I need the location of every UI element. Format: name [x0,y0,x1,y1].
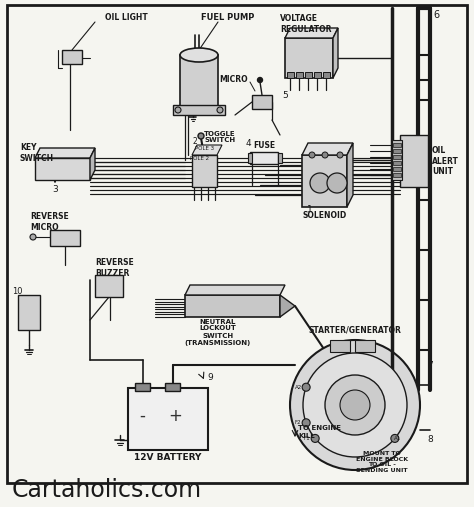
Text: OIL LIGHT: OIL LIGHT [105,14,148,22]
Text: NEUTRAL
LOCKOUT
SWITCH
(TRANSMISSION): NEUTRAL LOCKOUT SWITCH (TRANSMISSION) [185,318,251,345]
Circle shape [311,434,319,443]
Text: FUSE: FUSE [253,141,275,151]
Text: KEY
SWITCH: KEY SWITCH [20,143,54,163]
Circle shape [340,390,370,420]
Bar [393,173,401,177]
Text: 5: 5 [282,91,288,99]
Circle shape [302,419,310,427]
Polygon shape [280,295,295,317]
Text: F2: F2 [295,420,301,425]
Text: POLE 3: POLE 3 [195,146,214,151]
Bar [296,72,303,78]
Polygon shape [35,148,95,158]
Text: 9: 9 [207,374,213,382]
Bar [314,72,321,78]
Bar [393,143,401,147]
Bar [355,340,375,352]
Circle shape [257,78,263,83]
Bar [135,383,150,391]
Bar [250,152,278,164]
Text: +: + [168,407,182,425]
Circle shape [310,173,330,193]
Circle shape [391,434,399,443]
Bar [323,72,330,78]
Bar [173,105,225,115]
Polygon shape [185,285,285,295]
Bar [393,155,401,159]
Text: REVERSE
BUZZER: REVERSE BUZZER [95,258,134,278]
Polygon shape [347,143,353,207]
Circle shape [303,353,407,457]
Bar [302,155,347,207]
Polygon shape [285,28,338,38]
Circle shape [309,152,315,158]
Text: A1: A1 [394,436,401,441]
Text: FUEL PUMP: FUEL PUMP [201,14,255,22]
Bar [35,158,90,180]
Text: REVERSE
MICRO: REVERSE MICRO [30,212,69,232]
Text: VOLTAGE
REGULATOR: VOLTAGE REGULATOR [280,14,331,33]
Circle shape [322,152,328,158]
Text: MOUNT TO
ENGINE BLOCK
TO OIL -
SENDING UNIT: MOUNT TO ENGINE BLOCK TO OIL - SENDING U… [356,451,408,473]
Circle shape [30,234,36,240]
Circle shape [175,107,181,113]
Text: -: - [139,407,145,425]
Text: 7: 7 [427,360,433,370]
Text: 8: 8 [427,436,433,445]
Polygon shape [333,28,338,78]
Bar [248,153,252,163]
Bar [180,55,218,110]
Text: A2: A2 [294,385,302,390]
Text: 12V BATTERY: 12V BATTERY [134,453,202,462]
Bar [392,140,402,180]
Text: 1: 1 [307,205,313,214]
Text: TO ENGINE
KILL: TO ENGINE KILL [298,425,341,439]
Text: MICRO: MICRO [219,75,248,84]
Bar [393,167,401,171]
Circle shape [325,375,385,435]
Circle shape [290,340,420,470]
Text: F1: F1 [304,436,310,441]
Bar [18,295,40,330]
Bar [95,275,123,297]
Bar [192,155,217,187]
Text: OIL
ALERT
UNIT: OIL ALERT UNIT [432,146,459,176]
Circle shape [198,133,204,139]
Bar [62,50,82,64]
Circle shape [217,107,223,113]
Bar [287,72,294,78]
Bar [50,230,80,246]
Text: TOGGLE
SWITCH: TOGGLE SWITCH [204,130,236,143]
Bar [185,295,280,317]
Bar [128,388,208,450]
Bar [305,72,312,78]
Polygon shape [302,143,353,155]
Bar [252,95,272,109]
Text: 10: 10 [12,287,22,297]
Circle shape [337,152,343,158]
Bar [393,149,401,153]
Bar [400,135,428,187]
Polygon shape [90,148,95,180]
Circle shape [327,173,347,193]
Circle shape [302,383,310,391]
Bar [278,153,282,163]
Text: 3: 3 [52,186,58,195]
Bar [165,383,180,391]
Ellipse shape [180,48,218,62]
Text: Cartaholics.com: Cartaholics.com [12,478,202,502]
Bar [285,38,333,78]
Bar [330,340,350,352]
Text: 2: 2 [192,137,197,147]
Text: SOLENOID: SOLENOID [303,210,347,220]
Text: POLE 2: POLE 2 [190,156,209,161]
Polygon shape [192,145,222,155]
Text: STARTER/GENERATOR: STARTER/GENERATOR [309,325,401,335]
Bar [393,161,401,165]
Text: 6: 6 [433,10,439,20]
Text: 4: 4 [245,138,251,148]
